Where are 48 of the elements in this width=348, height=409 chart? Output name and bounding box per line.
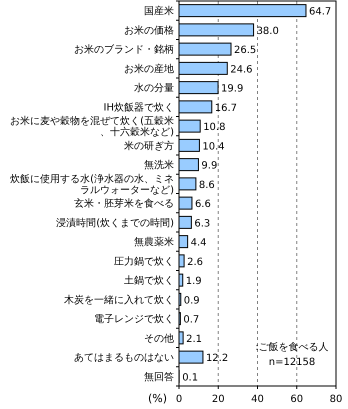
y-tick-label: 木炭を一緒に入れて炊く <box>64 294 174 306</box>
y-tick-label: 水の分量 <box>134 82 174 94</box>
y-tick-label: その他 <box>144 332 174 344</box>
y-tick-label: 無農薬米 <box>134 236 174 248</box>
x-tick-label: 80 <box>330 394 342 405</box>
y-tick-label: 米の研ぎ方 <box>124 140 174 152</box>
data-label: 10.4 <box>202 141 225 152</box>
data-label: 64.7 <box>308 6 332 18</box>
data-label: 24.6 <box>230 64 253 76</box>
data-label: 0.1 <box>182 372 198 384</box>
y-tick-label: お米の産地 <box>124 62 174 75</box>
y-tick-label: 浸漬時間(炊くまでの時間) <box>56 216 174 229</box>
x-tick-label: 20 <box>212 394 225 405</box>
y-tick-label: 無洗米 <box>144 159 174 172</box>
x-axis-title: (%) <box>148 392 167 405</box>
data-label: 0.7 <box>183 314 200 326</box>
y-tick-label: 炊飯に使用する水(浄水器の水、ミネラルウォーターなど) <box>10 172 174 196</box>
data-label: 12.2 <box>206 353 228 364</box>
data-label: 8.6 <box>198 180 215 191</box>
x-tick-label: 60 <box>290 394 304 405</box>
data-label: 2.6 <box>187 256 204 268</box>
y-tick-label: お米の価格 <box>124 24 174 36</box>
data-label: 19.9 <box>221 84 244 95</box>
y-tick-label: 電子レンジで炊く <box>94 313 174 326</box>
data-label: 38.0 <box>256 26 279 37</box>
annotation: n=12158 <box>268 357 316 368</box>
data-label: 2.1 <box>186 334 202 345</box>
annotation: :ご飯を食べる人 <box>255 341 329 353</box>
x-tick-label: 0 <box>176 394 182 405</box>
y-tick-label: 圧力鍋で炊く <box>114 255 174 268</box>
data-label: 6.3 <box>194 218 210 230</box>
data-label: 10.8 <box>203 122 226 134</box>
data-label: 0.9 <box>184 295 200 306</box>
y-tick-label: 無回答 <box>144 370 174 383</box>
data-label: 4.4 <box>190 238 207 249</box>
data-label: 6.6 <box>194 199 211 210</box>
data-label: 1.9 <box>186 276 202 288</box>
y-tick-label: 国産米 <box>144 5 174 18</box>
y-tick-label: IH炊飯器で炊く <box>104 101 174 114</box>
data-label: 9.9 <box>201 160 218 172</box>
y-tick-label: お米のブランド・銘柄 <box>74 44 174 56</box>
y-tick-label: お米に麦や穀物を混ぜて炊く(五穀米、十六穀米など) <box>10 115 174 138</box>
data-label: 16.7 <box>214 102 238 114</box>
y-tick-label: あてはまるものはない <box>74 352 174 364</box>
y-tick-label: 玄米・胚芽米を食べる <box>74 198 174 210</box>
data-label: 26.5 <box>234 45 256 56</box>
x-tick-label: 40 <box>251 394 264 405</box>
y-tick-label: 土鍋で炊く <box>124 274 174 287</box>
